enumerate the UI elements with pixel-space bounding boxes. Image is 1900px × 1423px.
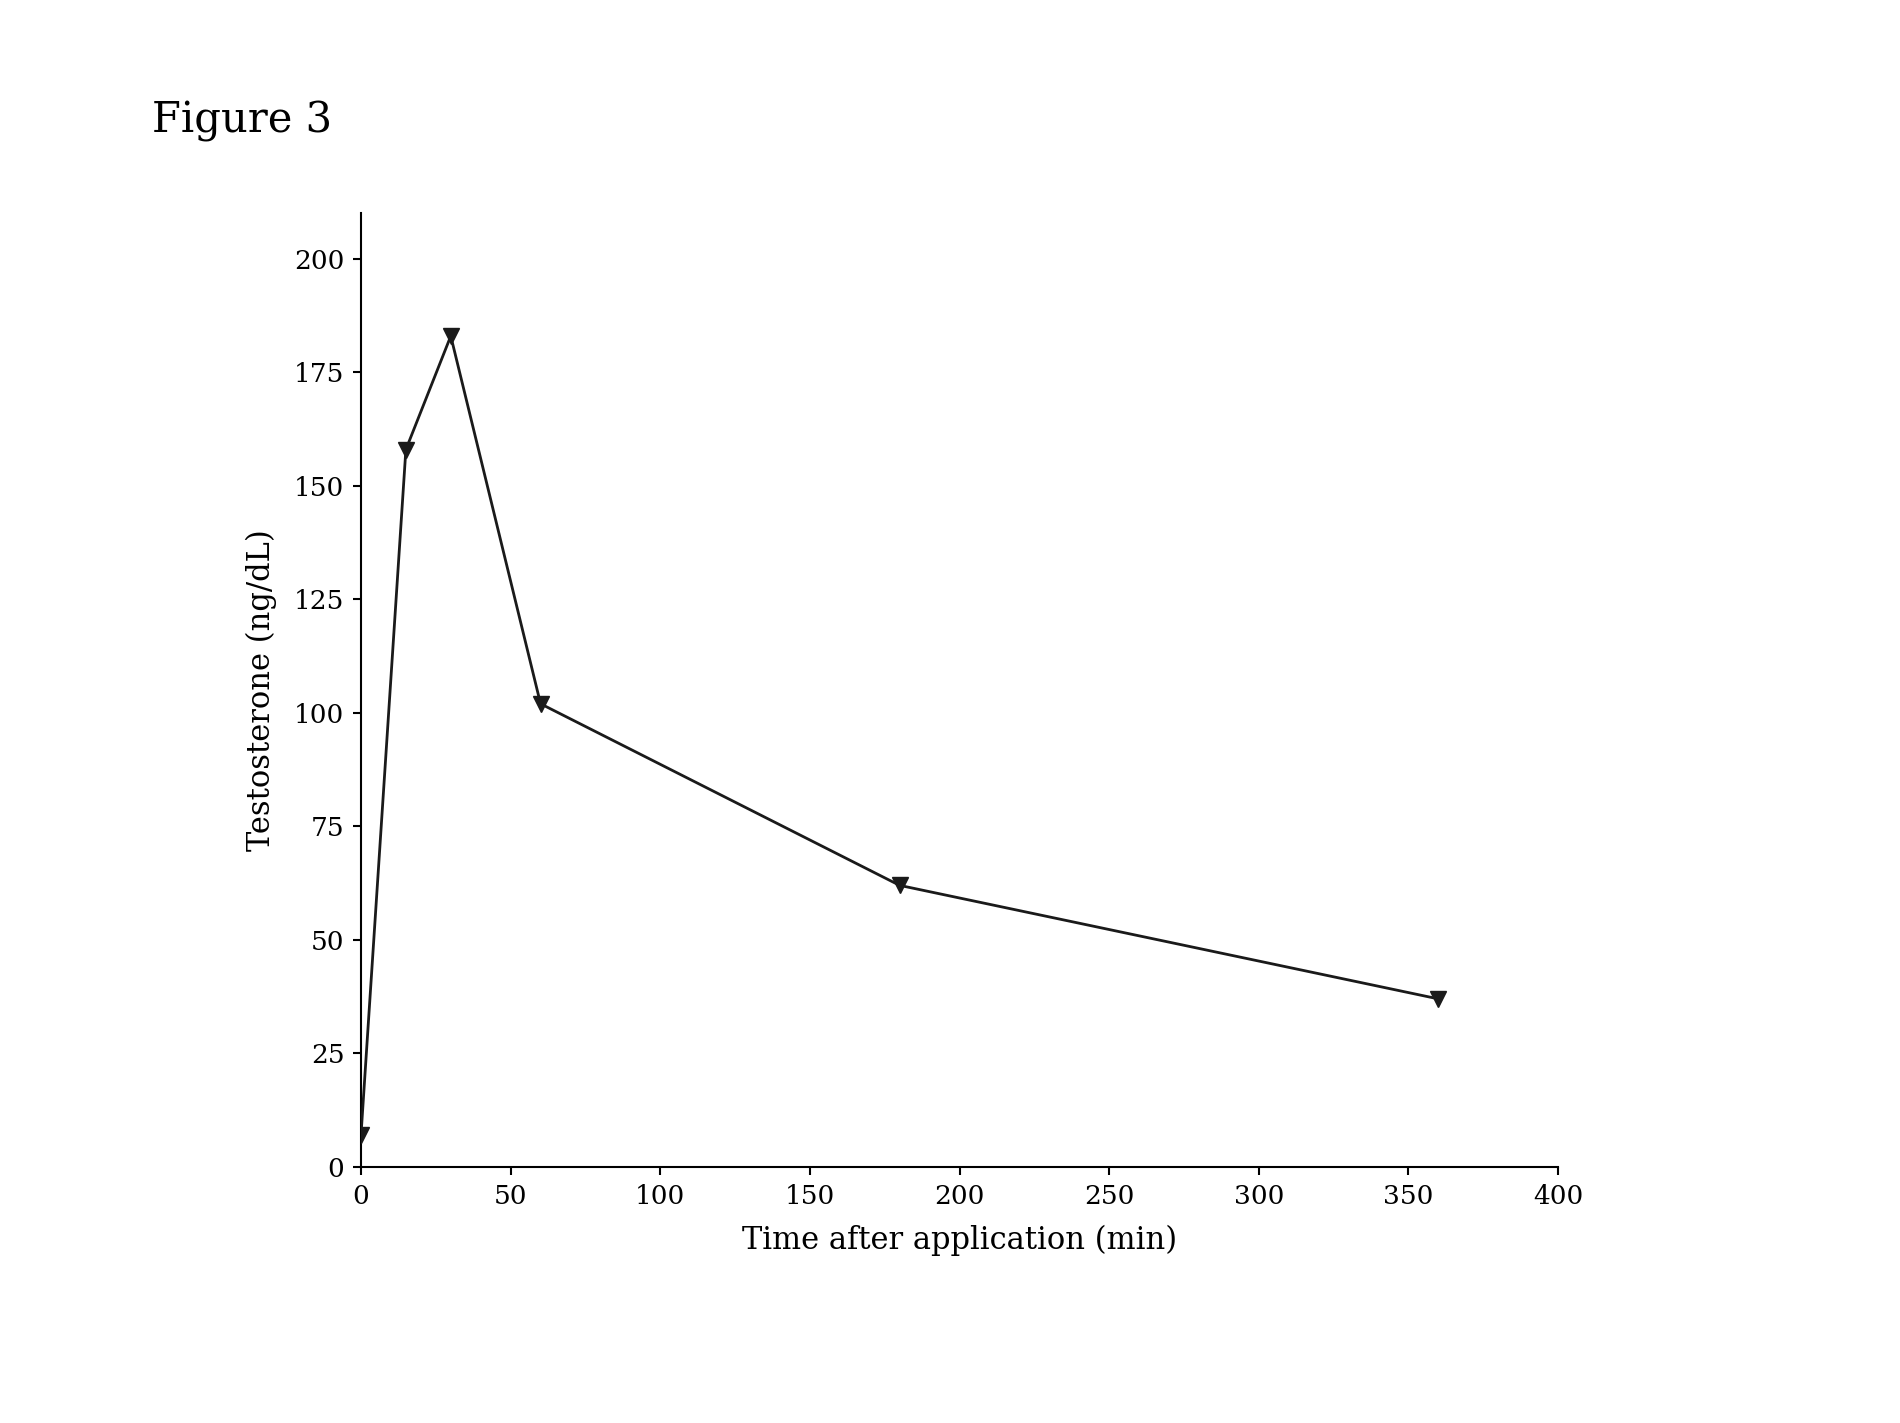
Y-axis label: Testosterone (ng/dL): Testosterone (ng/dL) bbox=[247, 529, 277, 851]
X-axis label: Time after application (min): Time after application (min) bbox=[741, 1225, 1178, 1257]
Text: Figure 3: Figure 3 bbox=[152, 100, 332, 142]
